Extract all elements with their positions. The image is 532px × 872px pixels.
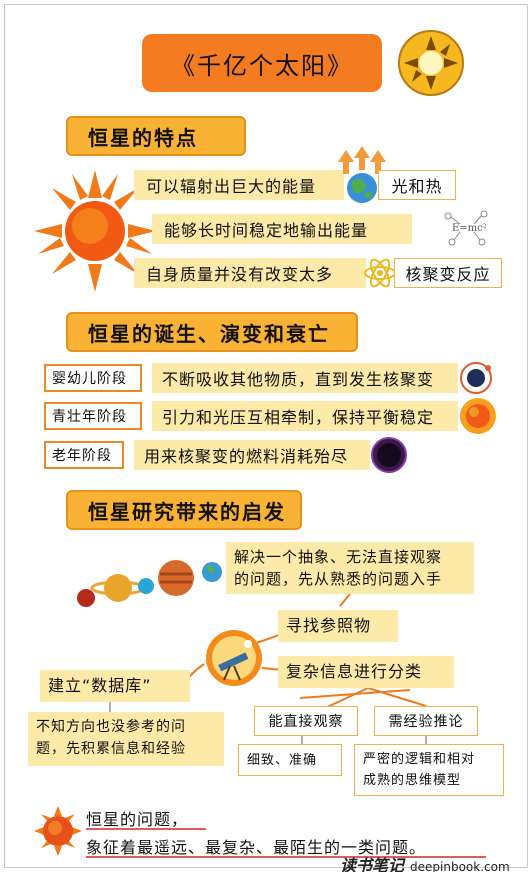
dying-star-icon <box>371 437 407 473</box>
inspiration-abstract: 解决一个抽象、无法直接观察 的问题，先从熟悉的问题入手 <box>226 542 474 594</box>
inspiration-abstract-line2: 的问题，先从熟悉的问题入手 <box>234 570 443 588</box>
sun-emblem-icon <box>398 30 464 96</box>
footer-line1: 恒星的问题， <box>86 810 189 829</box>
protostar-icon <box>460 362 492 394</box>
inspiration-database-note-line1: 不知方向也没参考的问 <box>36 719 186 735</box>
inspiration-reference: 寻找参照物 <box>278 610 398 642</box>
inspiration-classify: 复杂信息进行分类 <box>278 656 454 688</box>
inspiration-direct: 能直接观察 <box>254 706 358 736</box>
stage-desc-old: 用来核聚变的燃料消耗殆尽 <box>134 440 370 470</box>
solar-system-icon <box>77 560 222 607</box>
trait-mass: 自身质量并没有改变太多 <box>134 258 366 288</box>
atom-icon <box>364 258 396 288</box>
inspiration-reasoning-note-line1: 严密的逻辑和相对 <box>363 752 476 767</box>
inspiration-database-note-line2: 题，先积累信息和经验 <box>36 741 186 757</box>
stage-label-infant: 婴幼儿阶段 <box>44 364 142 392</box>
earth-heat-icon <box>338 146 386 203</box>
trait-stable: 能够长时间稳定地输出能量 <box>152 214 412 244</box>
trait-energy: 可以辐射出巨大的能量 <box>134 170 344 200</box>
inspiration-reasoning-note-line2: 成熟的思维模型 <box>363 773 462 788</box>
stage-label-old: 老年阶段 <box>44 441 124 469</box>
brand-url: deepinbook.com <box>410 860 510 872</box>
footer-line2: 象征着最遥远、最复杂、最陌生的一类问题。 <box>86 838 427 857</box>
stage-label-adult: 青壮年阶段 <box>44 402 142 430</box>
main-sequence-star-icon <box>460 398 496 434</box>
section-traits: 恒星的特点 <box>66 116 246 156</box>
inspiration-reasoning: 需经验推论 <box>374 706 478 736</box>
footer-underline2 <box>86 856 486 858</box>
footer-sun-icon <box>34 806 82 856</box>
inspiration-direct-note: 细致、准确 <box>238 744 342 776</box>
inspiration-database: 建立“数据库” <box>40 670 190 702</box>
page-frame <box>4 4 528 868</box>
telescope-icon <box>206 630 262 686</box>
brand-watermark: 读书笔记 deepinbook.com <box>340 852 510 872</box>
formula-icon: E=mc² <box>444 210 488 246</box>
stage-desc-infant: 不断吸收其他物质，直到发生核聚变 <box>152 363 458 393</box>
inspiration-abstract-line1: 解决一个抽象、无法直接观察 <box>234 548 443 566</box>
footer-underline1 <box>86 828 206 830</box>
brand-name: 读书笔记 <box>340 856 405 872</box>
trait-mass-result: 核聚变反应 <box>394 258 502 288</box>
inspiration-database-note: 不知方向也没参考的问 题，先积累信息和经验 <box>28 712 224 766</box>
stage-desc-adult: 引力和光压互相牵制，保持平衡稳定 <box>152 401 458 431</box>
sun-icon <box>34 170 156 292</box>
svg-text:E=mc²: E=mc² <box>452 223 487 234</box>
section-inspiration: 恒星研究带来的启发 <box>66 490 302 530</box>
inspiration-reasoning-note: 严密的逻辑和相对 成熟的思维模型 <box>354 744 504 796</box>
page-title: 《千亿个太阳》 <box>142 34 382 92</box>
trait-energy-result: 光和热 <box>378 170 456 200</box>
section-lifecycle: 恒星的诞生、演变和衰亡 <box>66 312 358 352</box>
